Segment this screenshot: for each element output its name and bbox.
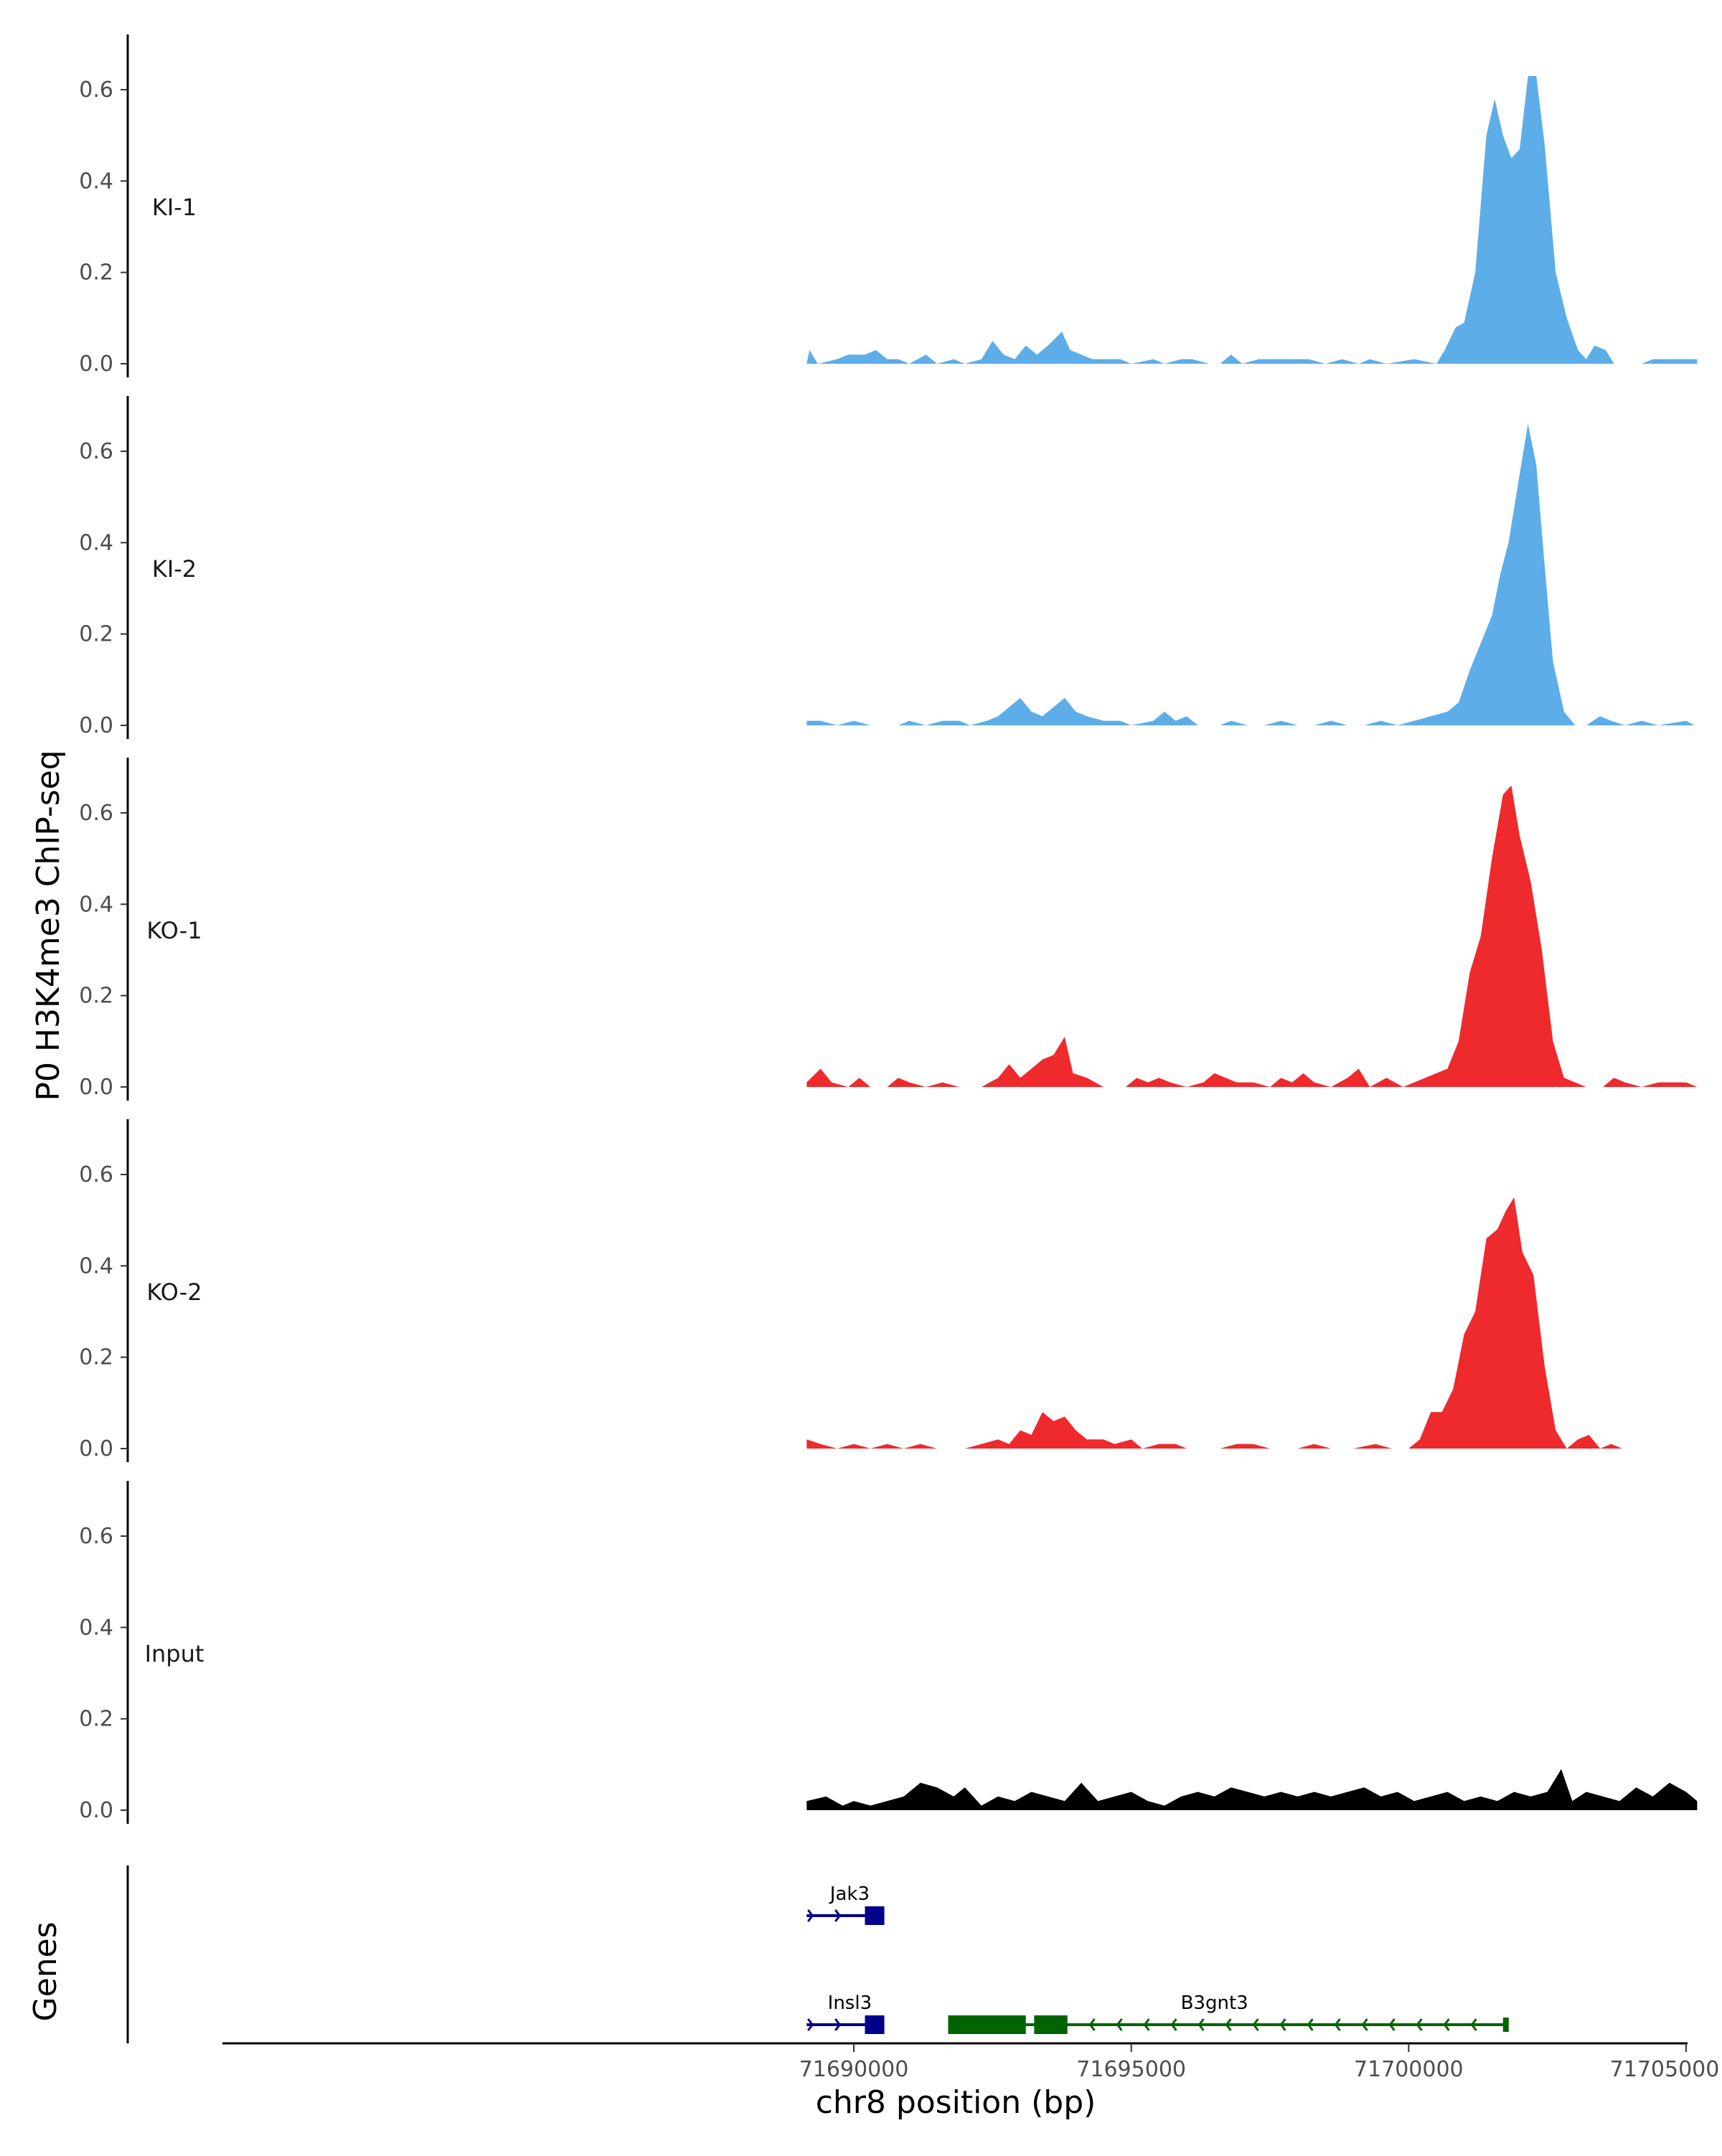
exon — [865, 1906, 885, 1925]
exon — [948, 2015, 1026, 2034]
track-label-ki-2: KI-2 — [152, 555, 197, 583]
track-ko-2: 0.0 0.2 0.4 0.6 KO-2 — [79, 1119, 1698, 1462]
y-tick-label: 0.2 — [79, 1345, 113, 1370]
x-tick-label: 71705000 — [1610, 2057, 1720, 2082]
y-tick-label: 0.6 — [79, 439, 113, 464]
x-tick-label: 71690000 — [799, 2057, 909, 2082]
coverage-area-ko-1 — [806, 785, 1698, 1087]
y-tick-label: 0.6 — [79, 1524, 113, 1549]
tracks-group: 0.00.20.40.6KI-10.00.20.40.6KI-20.00.20.… — [79, 34, 1698, 1824]
gene-label-insl3: Insl3 — [828, 1992, 872, 2014]
y-tick-label: 0.4 — [79, 1615, 113, 1640]
y-tick-label: 0.2 — [79, 622, 113, 647]
x-axis: 71690000 71695000 71700000 71705000 — [222, 2042, 1720, 2082]
strand-arrow — [1416, 2018, 1423, 2031]
strand-arrow — [1170, 2018, 1177, 2031]
coverage-area-ki-2 — [806, 423, 1695, 725]
track-label-ko-1: KO-1 — [146, 917, 202, 944]
strand-arrow — [807, 2018, 814, 2031]
gene-b3gnt3: B3gnt3 — [948, 1992, 1509, 2034]
coverage-area-ki-1 — [806, 75, 1698, 364]
y-tick-label: 0.4 — [79, 169, 113, 194]
x-tick-label: 71695000 — [1076, 2057, 1186, 2082]
track-ki-1: 0.0 0.2 0.4 0.6 KI-1 — [79, 34, 1698, 377]
y-tick-label: 0.6 — [79, 1162, 113, 1187]
gene-label-b3gnt3: B3gnt3 — [1181, 1992, 1248, 2014]
strand-arrow — [1143, 2018, 1150, 2031]
exon — [1502, 2018, 1509, 2032]
y-tick-label: 0.4 — [79, 892, 113, 917]
strand-arrow — [1388, 2018, 1396, 2031]
gene-label-jak3: Jak3 — [829, 1883, 870, 1905]
x-tick-label: 71700000 — [1354, 2057, 1464, 2082]
y-tick-label: 0.2 — [79, 1707, 113, 1732]
strand-arrow — [1470, 2018, 1477, 2031]
track-input: 0.0 0.2 0.4 0.6 Input — [79, 1481, 1698, 1824]
y-tick-label: 0.4 — [79, 530, 113, 555]
strand-arrow — [1116, 2018, 1123, 2031]
y-tick-label: 0.6 — [79, 801, 113, 826]
exon — [1034, 2015, 1068, 2034]
strand-arrow — [1334, 2018, 1341, 2031]
y-axis-title: P0 H3K4me3 ChIP-seq — [30, 750, 67, 1101]
gene-insl3: Insl3 — [806, 1992, 885, 2034]
coverage-area-input — [806, 1769, 1698, 1810]
strand-arrow — [1088, 2018, 1096, 2031]
coverage-area-ko-2 — [806, 1197, 1698, 1449]
y-tick-label: 0.0 — [79, 1075, 113, 1100]
genes-axis-title: Genes — [27, 1921, 64, 2021]
strand-arrow — [1443, 2018, 1450, 2031]
track-ki-2: 0.0 0.2 0.4 0.6 KI-2 — [79, 396, 1695, 739]
track-label-ki-1: KI-1 — [152, 194, 197, 221]
track-label-ko-2: KO-2 — [146, 1279, 202, 1306]
strand-arrow — [807, 1909, 814, 1922]
strand-arrow — [1279, 2018, 1286, 2031]
strand-arrow — [1252, 2018, 1259, 2031]
y-tick-label: 0.2 — [79, 260, 113, 286]
strand-arrow — [1198, 2018, 1205, 2031]
y-tick-label: 0.0 — [79, 1798, 113, 1823]
track-ko-1: 0.0 0.2 0.4 0.6 KO-1 — [79, 758, 1698, 1101]
y-tick-label: 0.2 — [79, 984, 113, 1009]
y-tick-label: 0.6 — [79, 77, 113, 103]
y-tick-label: 0.4 — [79, 1253, 113, 1279]
track-label-input: Input — [145, 1640, 204, 1667]
y-tick-label: 0.0 — [79, 713, 113, 738]
x-axis-title: chr8 position (bp) — [816, 2084, 1096, 2121]
strand-arrow — [1307, 2018, 1314, 2031]
gene-jak3: Jak3 — [806, 1883, 885, 1925]
strand-arrow — [834, 2018, 842, 2031]
y-tick-label: 0.0 — [79, 352, 113, 377]
y-tick-label: 0.0 — [79, 1436, 113, 1461]
genes-group: Jak3 Insl3 B3gnt3 — [126, 1865, 1509, 2043]
strand-arrow — [834, 1909, 842, 1922]
strand-arrow — [1225, 2018, 1232, 2031]
exon — [865, 2015, 885, 2034]
strand-arrow — [1361, 2018, 1368, 2031]
